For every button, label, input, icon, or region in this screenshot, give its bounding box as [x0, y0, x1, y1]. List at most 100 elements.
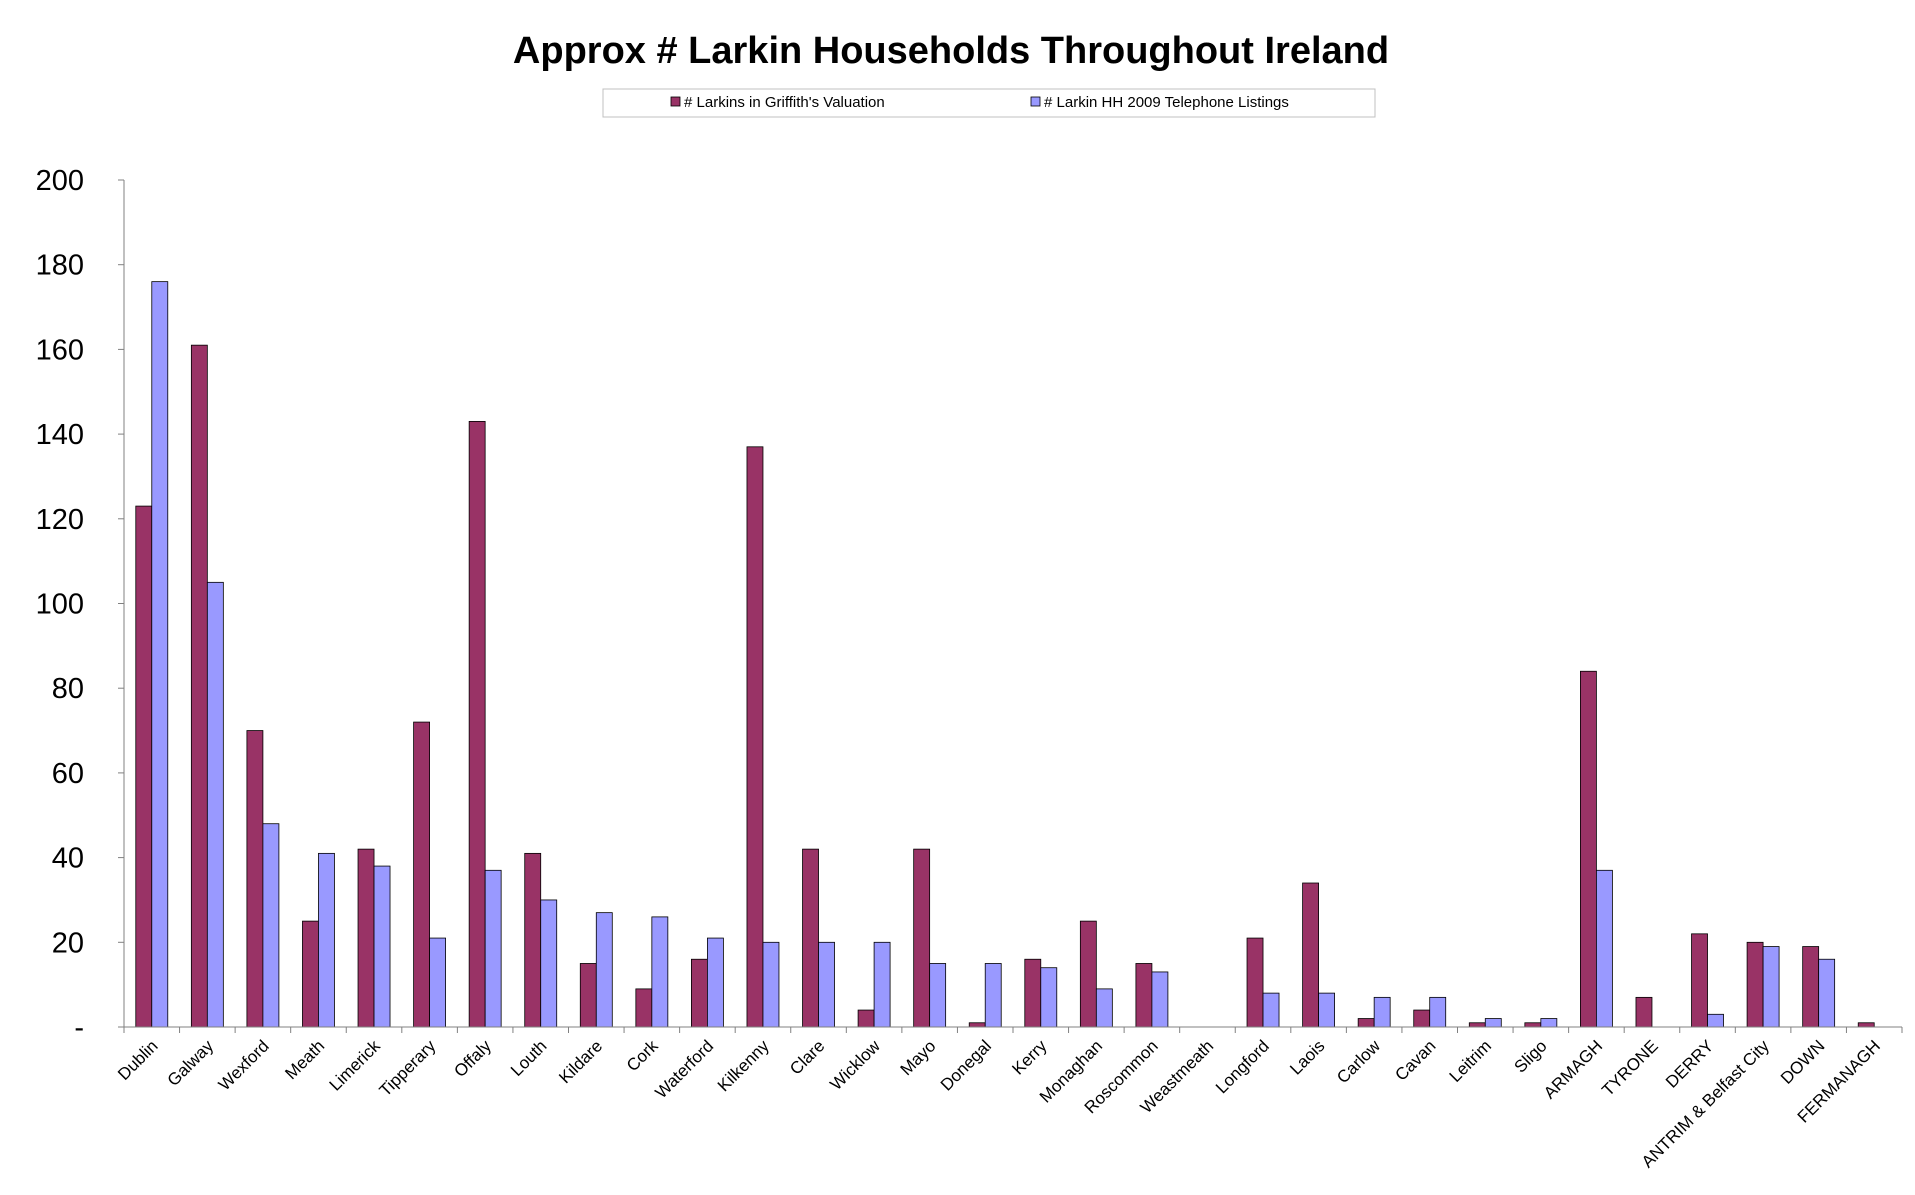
bar-griffith-15 [968, 1022, 986, 1028]
bar-telephone-12 [818, 941, 835, 1028]
bar-telephone-9 [651, 916, 669, 1028]
bar-griffith-26 [1580, 670, 1597, 1028]
bar-telephone-8 [595, 912, 613, 1028]
bar-griffith-9 [635, 988, 653, 1028]
bar-telephone-25 [1540, 1018, 1558, 1028]
bar-telephone-18 [1151, 971, 1169, 1028]
x-tick-label: DERRY [1662, 1036, 1717, 1091]
bars [135, 281, 1875, 1028]
x-tick-label: Tipperary [376, 1036, 440, 1100]
bar-telephone-20 [1262, 992, 1280, 1028]
x-tick-label: DOWN [1777, 1036, 1828, 1087]
legend-box [602, 88, 1376, 118]
bar-griffith-21 [1302, 882, 1319, 1028]
bar-telephone-4 [373, 865, 391, 1028]
bar-griffith-6 [468, 420, 486, 1028]
x-tick-label: Kildare [555, 1036, 606, 1087]
bar-griffith-17 [1079, 920, 1097, 1028]
bar-telephone-3 [318, 852, 335, 1028]
x-tick-label: Clare [786, 1036, 828, 1078]
bar-telephone-15 [984, 963, 1002, 1028]
bar-telephone-13 [873, 941, 891, 1028]
x-tick-label: Donegal [937, 1036, 995, 1094]
x-tick-label: Waterford [651, 1036, 717, 1102]
bar-griffith-10 [691, 958, 708, 1028]
bar-griffith-2 [246, 730, 264, 1028]
x-tick-label: Carlow [1333, 1036, 1384, 1087]
y-tick-label: 140 [36, 419, 84, 451]
x-tick-label: Meath [281, 1036, 328, 1083]
bar-telephone-11 [762, 941, 780, 1028]
legend-swatch-telephone [1030, 96, 1041, 107]
bar-griffith-11 [746, 446, 764, 1028]
bar-telephone-1 [206, 581, 224, 1028]
chart-title: Approx # Larkin Households Throughout Ir… [513, 30, 1389, 72]
bar-griffith-1 [190, 344, 208, 1028]
bar-griffith-18 [1135, 963, 1153, 1028]
bar-telephone-29 [1762, 946, 1780, 1028]
bar-griffith-22 [1357, 1018, 1375, 1028]
bar-griffith-13 [857, 1009, 875, 1028]
bar-telephone-23 [1429, 996, 1447, 1028]
bar-griffith-0 [135, 505, 153, 1028]
bar-griffith-5 [413, 721, 430, 1028]
bar-telephone-26 [1596, 869, 1613, 1028]
bar-telephone-5 [429, 937, 446, 1028]
x-tick-label: Leitrim [1446, 1036, 1496, 1086]
bar-griffith-27 [1635, 996, 1653, 1028]
x-tick-label: Galway [164, 1036, 218, 1090]
bar-griffith-4 [357, 848, 375, 1028]
legend-label-telephone: # Larkin HH 2009 Telephone Listings [1044, 94, 1289, 111]
bar-telephone-0 [151, 281, 169, 1028]
bar-griffith-3 [302, 920, 319, 1028]
bar-griffith-16 [1024, 958, 1042, 1028]
bar-telephone-24 [1484, 1018, 1502, 1028]
bar-telephone-28 [1707, 1013, 1724, 1028]
y-tick-label: 160 [36, 334, 84, 366]
y-tick-label: 40 [52, 843, 84, 875]
bar-telephone-6 [484, 869, 502, 1028]
x-tick-label: Longford [1212, 1036, 1273, 1097]
legend: # Larkins in Griffith's Valuation # Lark… [602, 88, 1376, 118]
bar-telephone-14 [929, 963, 947, 1028]
x-tick-label: Mayo [897, 1036, 940, 1079]
y-tick-label: 180 [36, 250, 84, 282]
x-tick-label: Wicklow [826, 1036, 884, 1094]
bar-griffith-20 [1246, 937, 1264, 1028]
x-tick-label: Wexford [215, 1036, 273, 1094]
x-tick-label: Louth [507, 1036, 551, 1080]
y-tick-label: 200 [36, 165, 84, 197]
legend-swatch-griffith [670, 96, 681, 107]
x-tick-label: Offaly [450, 1036, 495, 1081]
bar-telephone-7 [540, 899, 558, 1028]
legend-label-griffith: # Larkins in Griffith's Valuation [684, 94, 885, 111]
bar-telephone-16 [1040, 967, 1058, 1028]
x-tick-label: Cork [623, 1036, 662, 1075]
y-tick-label: 80 [52, 673, 84, 705]
bar-griffith-25 [1524, 1022, 1542, 1028]
bar-griffith-12 [802, 848, 819, 1028]
bar-telephone-22 [1373, 996, 1391, 1028]
x-tick-label: TYRONE [1598, 1036, 1662, 1100]
x-tick-label: Kilkenny [714, 1036, 773, 1095]
x-tick-label: Dublin [114, 1036, 162, 1084]
y-tick-label: 100 [36, 589, 84, 621]
bar-telephone-2 [262, 823, 280, 1028]
y-tick-label: 20 [52, 927, 84, 959]
bar-griffith-31 [1857, 1022, 1875, 1028]
y-tick-label: - [74, 1012, 84, 1044]
x-tick-label: Kerry [1008, 1036, 1051, 1079]
bar-griffith-14 [913, 848, 931, 1028]
y-tick-label: 120 [36, 504, 84, 536]
x-tick-label: Sligo [1510, 1036, 1550, 1076]
bar-griffith-23 [1413, 1009, 1431, 1028]
y-tick-label: 60 [52, 758, 84, 790]
bar-griffith-7 [524, 852, 542, 1028]
bar-telephone-17 [1095, 988, 1113, 1028]
x-tick-label: Cavan [1391, 1036, 1439, 1084]
bar-griffith-29 [1746, 941, 1764, 1028]
bar-telephone-21 [1318, 992, 1335, 1028]
y-axis: - 20 40 60 80 100 120 140 160 180 200 [36, 165, 125, 1044]
x-tick-label: Laois [1286, 1036, 1328, 1078]
